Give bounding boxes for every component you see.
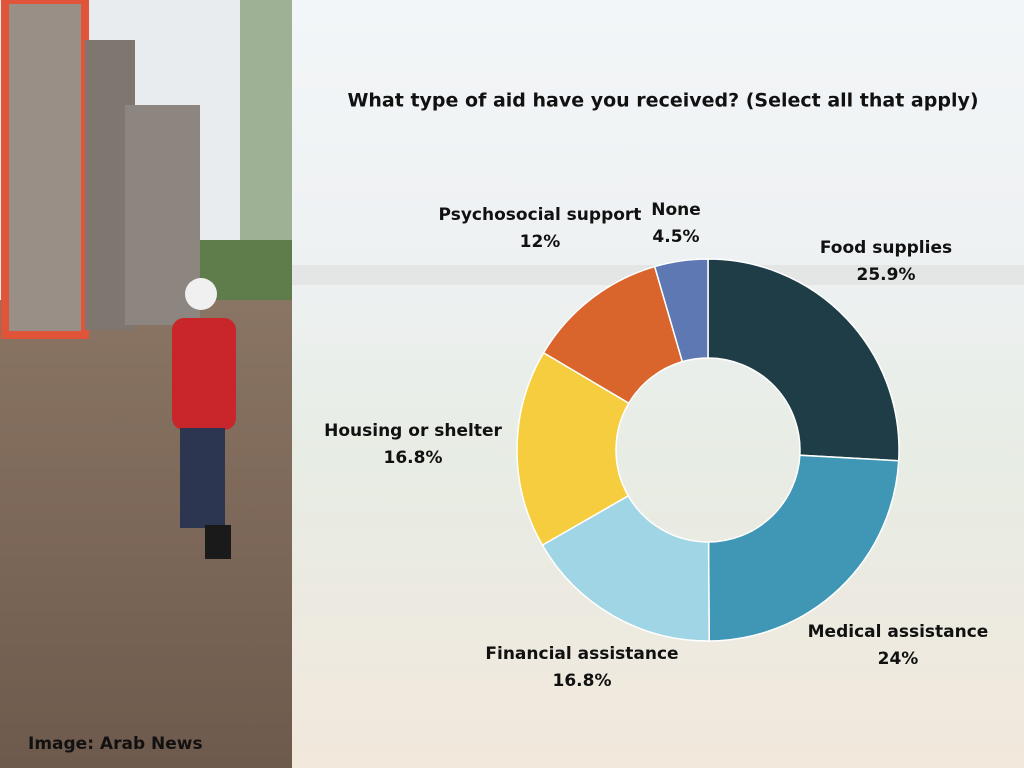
donut-segment (653, 258, 709, 363)
image-credit: Image: Arab News (28, 734, 203, 754)
segment-label: Housing or shelter (324, 421, 502, 441)
background (292, 0, 1024, 768)
donut-segment (516, 351, 630, 547)
donut-segment (541, 494, 710, 642)
value-label: 16.8% (384, 448, 443, 468)
value-label: 16.8% (553, 671, 612, 691)
value-label: 24% (878, 649, 919, 669)
donut-segment (707, 258, 900, 462)
value-label: 4.5% (652, 227, 699, 247)
value-label: 25.9% (857, 265, 916, 285)
segment-label: Psychosocial support (439, 205, 642, 225)
segment-label: None (651, 200, 701, 220)
segment-label: Financial assistance (485, 644, 678, 664)
chart-title: What type of aid have you received? (Sel… (347, 90, 978, 112)
segment-label: Food supplies (820, 238, 952, 258)
photo (0, 0, 292, 768)
donut-segment (707, 454, 900, 642)
segment-label: Medical assistance (808, 622, 989, 642)
value-label: 12% (520, 232, 561, 252)
